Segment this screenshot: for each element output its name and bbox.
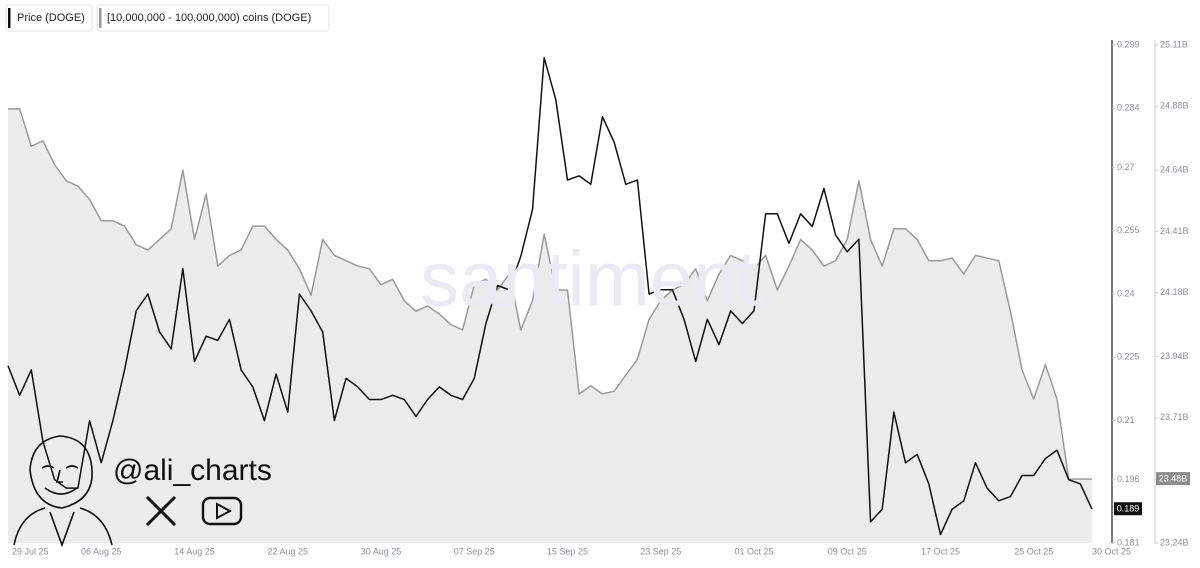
plot-area <box>7 56 1093 543</box>
y-tick-label: 0.21 <box>1117 415 1135 425</box>
y2-tick-label: 24.41B <box>1160 226 1189 236</box>
legend-box[interactable] <box>5 4 93 32</box>
watermark: santiment. <box>420 235 780 323</box>
y-tick-label: 0.24 <box>1117 288 1135 298</box>
x-tick-label: 06 Aug 25 <box>81 546 122 556</box>
current-value-box <box>1156 472 1190 486</box>
y-tick-label: 0.196 <box>1117 474 1140 484</box>
x-tick-label: 01 Oct 25 <box>734 546 773 556</box>
y2-tick-label: 24.18B <box>1160 287 1189 297</box>
y-tick-label: 0.284 <box>1117 103 1140 113</box>
x-tick-label: 29 Jul 25 <box>12 546 49 556</box>
legend-swatch <box>99 8 102 28</box>
x-tick-label: 25 Oct 25 <box>1014 546 1053 556</box>
current-value-label: 23.48B <box>1159 473 1188 483</box>
avatar-body <box>13 507 113 548</box>
author-badge <box>13 435 243 548</box>
y-tick-label: 0.27 <box>1117 162 1135 172</box>
author-handle: @ali_charts <box>113 454 272 487</box>
legend: Price (DOGE) [10,000,000 - 100,000,000) … <box>5 4 330 32</box>
x-tick-label: 14 Aug 25 <box>174 546 215 556</box>
y-tick-label: 0.181 <box>1117 537 1140 547</box>
y-tick-label: 0.225 <box>1117 352 1140 362</box>
x-tick-label: 23 Sep 25 <box>640 546 681 556</box>
x-tick-label: 17 Oct 25 <box>921 546 960 556</box>
youtube-icon[interactable] <box>201 496 243 526</box>
y2-tick-label: 23.71B <box>1160 412 1189 422</box>
youtube-play <box>216 502 233 520</box>
x-icon[interactable] <box>145 495 177 527</box>
y2-tick-label: 24.64B <box>1160 165 1189 175</box>
current-value-box <box>1114 502 1142 516</box>
area <box>8 108 1092 543</box>
y2-tick-label: 25.11B <box>1160 39 1188 49</box>
legend-label: Price (DOGE) <box>17 12 85 24</box>
y-tick-label: 0.255 <box>1117 225 1140 235</box>
line <box>8 108 1092 480</box>
x-tick-label: 09 Oct 25 <box>828 546 867 556</box>
avatar-head <box>29 435 93 509</box>
line <box>7 56 1093 536</box>
avatar-face <box>41 465 79 495</box>
current-value-label: 0.189 <box>1117 504 1140 514</box>
y2-tick-label: 23.24B <box>1160 537 1189 547</box>
legend-swatch <box>8 8 11 28</box>
y2-tick-label: 24.88B <box>1160 101 1189 111</box>
legend-label: [10,000,000 - 100,000,000) coins (DOGE) <box>107 12 311 24</box>
legend-box[interactable] <box>96 4 330 32</box>
x-tick-label: 30 Aug 25 <box>361 546 402 556</box>
y2-tick-label: 23.94B <box>1160 351 1189 361</box>
x-tick-label: 07 Sep 25 <box>454 546 495 556</box>
y-tick-label: 0.299 <box>1117 39 1140 49</box>
x-tick-label: 30 Oct 25 <box>1092 546 1131 556</box>
x-tick-label: 22 Aug 25 <box>267 546 308 556</box>
x-tick-label: 15 Sep 25 <box>547 546 588 556</box>
